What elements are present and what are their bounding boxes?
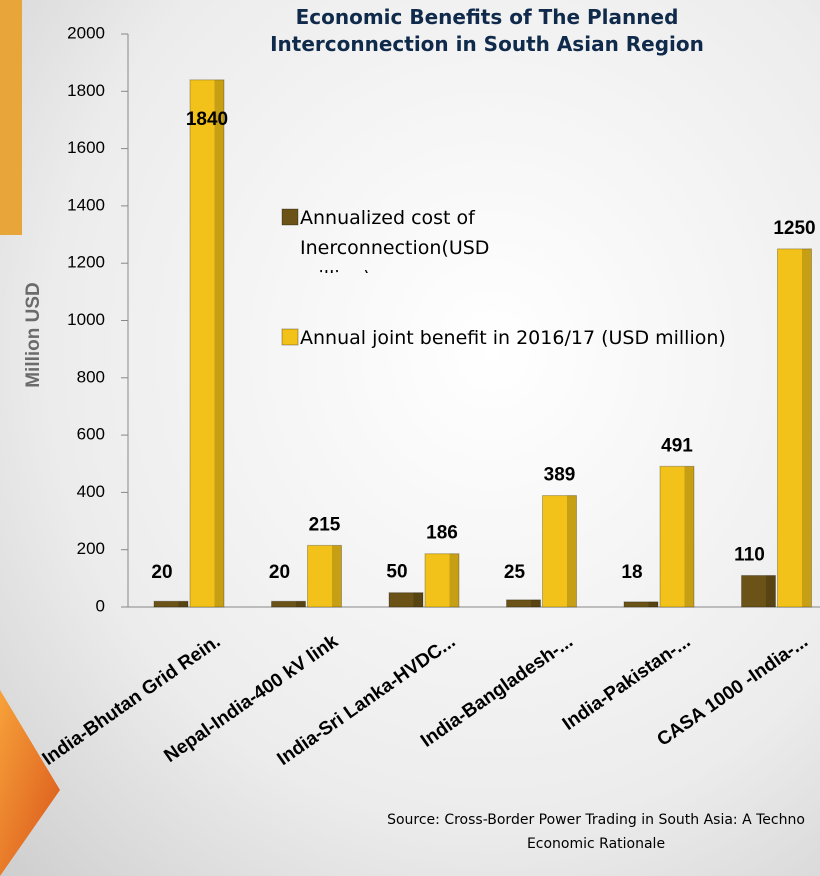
data-label: 491 <box>661 435 693 456</box>
bar-shade <box>413 592 423 607</box>
bar <box>741 574 776 608</box>
bar <box>307 544 342 608</box>
bar-shade <box>765 575 776 607</box>
y-tick-label: 1200 <box>67 253 105 272</box>
data-label: 186 <box>426 523 458 544</box>
data-label: 20 <box>151 562 172 583</box>
bar-shade <box>331 545 342 607</box>
bar <box>189 79 225 608</box>
bar <box>623 601 659 608</box>
data-label: 1250 <box>773 218 815 239</box>
title-box: Economic Benefits of The Planned Interco… <box>270 5 704 56</box>
y-tick-label: 800 <box>77 367 105 386</box>
bar <box>659 465 695 608</box>
bar-shade <box>449 553 459 607</box>
bar <box>424 553 460 608</box>
bar-shade <box>530 599 541 607</box>
y-axis-label: Million USD <box>23 282 44 388</box>
y-tick-label: 1400 <box>67 195 105 214</box>
data-label: 1840 <box>186 109 228 130</box>
bar <box>506 599 541 608</box>
source-note: Source: Cross-Border Power Trading in So… <box>387 812 805 852</box>
bar-shade <box>801 248 812 607</box>
data-label: 215 <box>309 514 341 535</box>
bar <box>388 592 424 608</box>
decor <box>0 690 60 876</box>
y-tick-label: 1000 <box>67 310 105 329</box>
bar-shade <box>178 601 188 607</box>
decor <box>0 0 22 235</box>
legend-label: Annualized cost of Inerconnection(USD mi… <box>300 207 490 273</box>
chart-title: Economic Benefits of The Planned Interco… <box>270 5 704 56</box>
legend-swatch <box>281 208 299 226</box>
legend-box: Annualized cost of Inerconnection(USD mi… <box>300 207 490 273</box>
legend-swatch <box>281 328 299 346</box>
y-tick-label: 1600 <box>67 138 105 157</box>
y-tick-label: 1800 <box>67 81 105 100</box>
data-label: 389 <box>544 465 576 486</box>
bar-shade <box>684 466 694 607</box>
bar <box>777 248 812 608</box>
y-tick-label: 200 <box>77 539 105 558</box>
y-tick-label: 600 <box>77 425 105 444</box>
bar <box>271 600 306 608</box>
bar <box>153 600 189 608</box>
legend-label: Annual joint benefit in 2016/17 (USD mil… <box>300 327 726 349</box>
data-label: 50 <box>386 562 407 583</box>
bar-shade <box>214 79 224 608</box>
bar <box>542 495 577 608</box>
data-label: 110 <box>734 545 765 566</box>
bar-shade <box>566 495 577 607</box>
data-label: 25 <box>504 562 526 583</box>
y-tick-label: 2000 <box>67 23 105 42</box>
bar-shade <box>295 601 306 607</box>
y-tick-label: 0 <box>96 596 105 615</box>
data-label: 20 <box>269 562 290 583</box>
legend-box: Annual joint benefit in 2016/17 (USD mil… <box>300 327 726 349</box>
source-box: Source: Cross-Border Power Trading in So… <box>387 812 805 852</box>
bar-shade <box>648 601 658 607</box>
data-label: 18 <box>621 562 642 583</box>
y-tick-label: 400 <box>77 482 105 501</box>
